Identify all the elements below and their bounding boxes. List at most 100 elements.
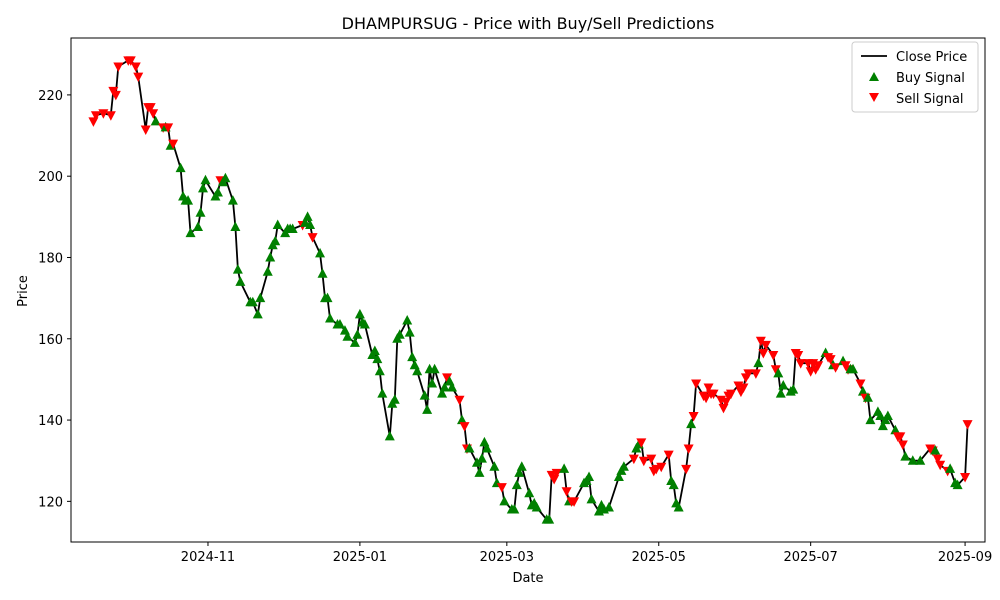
buy-signal-marker <box>476 453 487 463</box>
buy-signal-marker <box>890 424 901 435</box>
buy-signal-marker <box>322 292 333 303</box>
sell-signal-marker <box>145 103 156 113</box>
buy-signal-marker <box>857 386 868 396</box>
sell-signal-marker <box>130 62 141 72</box>
buy-signal-marker <box>394 329 405 339</box>
sell-signal-marker <box>569 497 580 507</box>
buy-signal-marker <box>175 162 186 173</box>
buy-signal-marker <box>952 479 963 490</box>
buy-signal-marker <box>419 390 430 400</box>
sell-signal-marker <box>743 369 754 379</box>
sell-signal-marker <box>750 369 761 379</box>
buy-signal-marker <box>150 115 161 126</box>
buy-signal-marker <box>374 365 385 376</box>
buy-signal-marker <box>471 457 482 467</box>
buy-signal-marker <box>270 235 281 246</box>
sell-signal-marker <box>760 340 771 351</box>
buy-signal-marker <box>232 264 243 274</box>
buy-signal-marker <box>252 308 263 319</box>
legend-label-buy: Buy Signal <box>896 71 965 86</box>
x-tick-label: 2025-01 <box>333 550 387 565</box>
sell-signal-marker <box>163 123 174 133</box>
buy-signal-marker <box>265 251 276 262</box>
sell-signal-marker <box>636 438 647 448</box>
legend: Close Price Buy Signal Sell Signal <box>851 41 979 113</box>
buy-signal-marker <box>613 471 624 481</box>
buy-signal-marker <box>788 384 799 394</box>
buy-signal-marker <box>686 418 697 429</box>
sell-signal-marker <box>168 139 179 150</box>
buy-signal-marker <box>877 420 888 431</box>
sell-signal-marker <box>442 373 453 383</box>
buy-signal-marker <box>354 308 365 319</box>
y-tick-label: 200 <box>38 170 63 185</box>
legend-label-close: Close Price <box>896 50 967 65</box>
sell-signal-marker <box>496 483 507 493</box>
buy-signal-marker <box>775 388 786 398</box>
buy-signal-marker <box>372 353 383 364</box>
buy-signal-marker <box>422 404 433 414</box>
buy-signal-marker <box>255 292 266 303</box>
buy-signal-marker <box>377 388 388 398</box>
sell-signal-marker <box>148 109 159 119</box>
sell-signal-marker <box>110 90 121 101</box>
sell-signal-marker <box>133 72 144 83</box>
buy-signal-marker <box>882 410 893 420</box>
buy-signal-marker <box>481 443 492 453</box>
buy-signal-marker <box>584 471 595 481</box>
sell-signal-marker <box>454 395 465 406</box>
buy-signal-marker <box>287 223 298 234</box>
buy-signal-marker <box>429 363 440 374</box>
buy-signal-marker <box>427 377 438 388</box>
buy-signal-marker <box>359 319 370 329</box>
sell-signal-marker <box>561 487 572 497</box>
sell-signal-marker <box>307 233 318 243</box>
sell-signal-marker <box>758 349 769 359</box>
sell-signal-marker <box>770 365 781 375</box>
sell-signal-marker <box>830 363 841 373</box>
buy-signal-marker <box>197 182 208 193</box>
sell-signal-marker <box>551 468 562 479</box>
buy-signal-marker <box>272 219 283 229</box>
buy-signal-marker <box>673 501 684 512</box>
sell-signal-marker <box>656 462 667 473</box>
sell-signal-marker <box>755 336 766 347</box>
sell-signal-marker <box>725 389 736 400</box>
sell-signal-marker <box>628 454 639 465</box>
x-tick-label: 2025-05 <box>632 550 686 565</box>
buy-signal-marker <box>524 487 535 498</box>
sell-signal-marker <box>932 454 943 465</box>
x-tick-label: 2025-09 <box>938 550 992 565</box>
y-axis-ticks: 120 140 160 180 200 220 <box>38 89 71 510</box>
buy-signal-marker <box>930 445 941 455</box>
buy-signal-marker <box>317 268 328 278</box>
sell-signal-marker <box>646 454 657 465</box>
buy-signal-marker <box>509 503 520 514</box>
buy-signal-marker <box>586 493 597 504</box>
buy-signal-marker <box>305 219 316 229</box>
sell-signal-marker <box>703 383 714 394</box>
buy-signal-marker <box>489 461 500 471</box>
buy-signal-marker <box>531 501 542 512</box>
buy-signal-marker <box>302 211 313 221</box>
sell-signal-marker <box>701 393 712 404</box>
buy-signal-marker <box>185 227 196 238</box>
buy-signal-marker <box>235 276 246 286</box>
y-tick-label: 180 <box>38 251 63 266</box>
buy-signal-marker <box>342 331 353 341</box>
sell-signal-marker <box>140 125 151 135</box>
buy-signal-marker <box>544 514 555 524</box>
buy-signal-marker <box>349 337 360 347</box>
sell-signal-marker <box>768 351 779 361</box>
x-axis-title: Date <box>512 571 543 586</box>
buy-signal-marker <box>183 195 194 205</box>
buy-signal-marker <box>334 319 345 329</box>
buy-signal-marker <box>514 467 525 477</box>
buy-signal-marker <box>200 174 211 185</box>
buy-signal-marker <box>618 461 629 471</box>
axes-frame <box>70 37 986 543</box>
buy-signal-marker <box>464 443 475 453</box>
sell-signal-marker <box>855 379 866 389</box>
buy-signal-marker <box>212 186 223 197</box>
close-price-line <box>92 59 969 521</box>
